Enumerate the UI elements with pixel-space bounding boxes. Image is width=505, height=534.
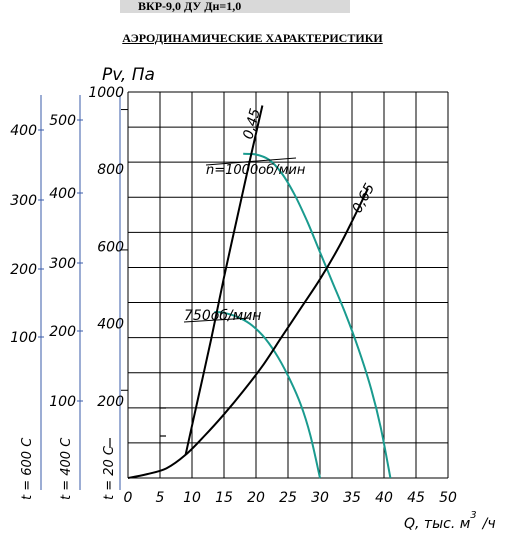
- series-label-underline: [183, 317, 251, 323]
- series-line: [243, 152, 392, 479]
- chart-labels: 200 400 600 800 1000 0 5 10 15 20 25 30 35 40 45 50 Pv, …: [10, 65, 495, 532]
- series-label-underline: [205, 157, 297, 166]
- secondary-axis-label: t = 600 С: [20, 437, 35, 500]
- y-tick-label: 1000: [88, 85, 124, 101]
- secondary-tick-label: 400: [10, 123, 37, 139]
- secondary-tick-label: 100: [10, 330, 37, 346]
- secondary-tick-label: 300: [49, 256, 76, 272]
- x-tick-label: 25: [279, 490, 297, 506]
- secondary-axis-label: t = 400 С: [59, 437, 74, 500]
- chart-series: [127, 105, 392, 479]
- x-tick-label: 35: [343, 490, 361, 506]
- x-tick-label: 0: [124, 490, 133, 506]
- series-label: 0,65: [349, 181, 378, 216]
- axis-label-t20: t = 20 С: [102, 445, 117, 500]
- x-tick-label: 30: [311, 490, 329, 506]
- y-axis-title: Pv, Па: [102, 65, 155, 85]
- y-tick-label: 200: [97, 394, 124, 410]
- chart-title: АЭРОДИНАМИЧЕСКИЕ ХАРАКТЕРИСТИКИ: [122, 31, 383, 45]
- x-tick-label: 45: [407, 490, 425, 506]
- secondary-tick-label: 300: [10, 193, 37, 209]
- series-line: [127, 188, 369, 479]
- x-tick-label: 5: [156, 490, 165, 506]
- series-label: 0,45: [240, 107, 264, 141]
- x-tick-label: 10: [183, 490, 201, 506]
- y-tick-label: 400: [97, 317, 124, 333]
- chart-axes: [38, 95, 166, 490]
- series-label: 750об/мин: [184, 308, 261, 324]
- x-tick-label: 15: [215, 490, 233, 506]
- secondary-tick-label: 100: [49, 394, 76, 410]
- document-title: ВКР-9,0 ДУ Дн=1,0: [138, 0, 242, 13]
- series-label: n=1000об/мин: [206, 163, 306, 178]
- x-tick-label: 40: [375, 490, 393, 506]
- header-strip: [120, 0, 350, 13]
- chart-grid: [127, 91, 449, 479]
- secondary-tick-label: 500: [49, 113, 76, 129]
- y-tick-label: 600: [97, 239, 124, 255]
- x-tick-label: 50: [439, 490, 457, 506]
- secondary-tick-label: 400: [49, 186, 76, 202]
- y-tick-label: 800: [97, 162, 124, 178]
- x-tick-label: 20: [247, 490, 265, 506]
- secondary-tick-label: 200: [10, 262, 37, 278]
- x-axis-title: Q, тыс. м3/ч: [404, 510, 496, 532]
- secondary-tick-label: 200: [49, 324, 76, 340]
- series-line: [214, 311, 321, 479]
